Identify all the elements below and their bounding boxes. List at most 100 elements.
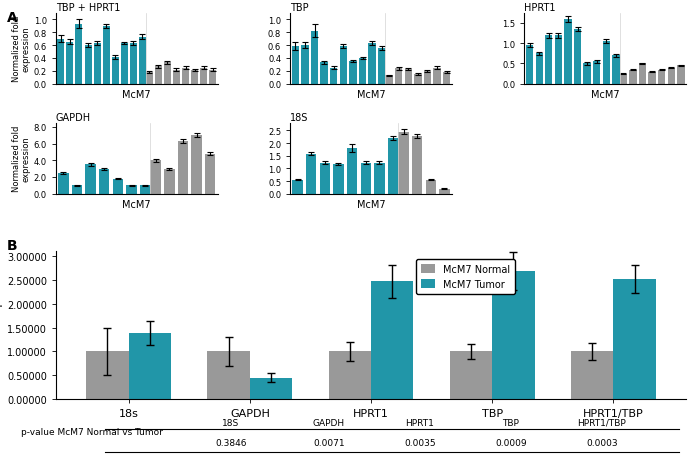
Bar — [368, 44, 376, 84]
Text: 0.0009: 0.0009 — [495, 438, 527, 448]
Bar — [146, 73, 153, 84]
Text: TBP: TBP — [503, 418, 519, 427]
Bar — [330, 68, 337, 84]
Bar — [620, 74, 627, 84]
Bar — [293, 180, 303, 194]
Bar — [536, 54, 543, 84]
Bar — [85, 165, 96, 194]
Bar — [130, 44, 136, 84]
Bar — [328, 352, 371, 399]
Bar — [205, 154, 216, 194]
Bar — [439, 189, 449, 194]
Bar — [426, 180, 436, 194]
Bar — [629, 70, 636, 84]
Bar — [150, 161, 161, 194]
Bar — [398, 132, 409, 194]
Text: HPRT1: HPRT1 — [405, 418, 435, 427]
Bar — [349, 62, 356, 84]
Y-axis label: Normalized fold
expression: Normalized fold expression — [11, 16, 31, 82]
Bar — [164, 169, 174, 194]
Bar — [320, 163, 330, 194]
Bar — [433, 68, 441, 84]
Bar — [347, 149, 358, 194]
Bar — [200, 68, 207, 84]
Bar — [306, 155, 316, 194]
Bar — [443, 73, 450, 84]
Bar — [99, 169, 109, 194]
Bar — [554, 36, 562, 84]
Text: 0.3846: 0.3846 — [216, 438, 246, 448]
Bar — [564, 20, 572, 84]
Bar — [112, 57, 119, 84]
Bar — [311, 32, 318, 84]
Bar — [374, 163, 384, 194]
Bar — [405, 70, 412, 84]
Bar — [412, 137, 422, 194]
Bar — [85, 46, 92, 84]
Bar — [545, 36, 552, 84]
Bar — [250, 378, 293, 399]
Bar — [492, 272, 535, 399]
Bar — [321, 63, 328, 84]
Bar — [86, 352, 129, 399]
Bar — [526, 46, 533, 84]
Bar — [173, 70, 180, 84]
Bar — [103, 27, 110, 84]
Bar — [155, 67, 162, 84]
Text: 0.0071: 0.0071 — [313, 438, 345, 448]
Bar — [584, 64, 591, 84]
X-axis label: McM7: McM7 — [357, 200, 385, 210]
Bar — [386, 76, 393, 84]
Text: GAPDH: GAPDH — [313, 418, 345, 427]
Bar — [139, 38, 146, 84]
Bar — [66, 43, 74, 84]
Text: HPRT1/TBP: HPRT1/TBP — [578, 418, 626, 427]
Bar — [612, 56, 620, 84]
Text: B: B — [7, 239, 18, 252]
X-axis label: McM7: McM7 — [122, 90, 151, 100]
Text: HPRT1: HPRT1 — [524, 3, 556, 13]
Bar — [603, 42, 610, 84]
Bar — [58, 174, 69, 194]
Bar — [301, 46, 309, 84]
Bar — [209, 70, 216, 84]
Legend: McM7 Normal, McM7 Tumor: McM7 Normal, McM7 Tumor — [416, 259, 515, 294]
Bar — [94, 44, 101, 84]
Bar — [668, 68, 675, 84]
Bar — [677, 67, 685, 84]
Bar — [613, 279, 656, 399]
Text: TBP: TBP — [290, 3, 309, 13]
Bar — [178, 142, 188, 194]
Bar — [182, 68, 189, 84]
Bar — [359, 59, 366, 84]
Bar — [340, 47, 347, 84]
Bar — [360, 163, 371, 194]
X-axis label: McM7: McM7 — [591, 90, 620, 100]
Bar — [371, 282, 414, 399]
Bar — [140, 186, 150, 194]
Text: 0.0035: 0.0035 — [404, 438, 436, 448]
Bar — [574, 30, 581, 84]
X-axis label: McM7: McM7 — [357, 90, 385, 100]
Bar — [113, 179, 123, 194]
Bar — [388, 139, 398, 194]
Text: A: A — [7, 11, 18, 25]
Y-axis label: Relative fold expression: Relative fold expression — [0, 259, 3, 392]
Bar — [593, 62, 601, 84]
Bar — [164, 63, 171, 84]
Bar — [424, 72, 431, 84]
X-axis label: McM7: McM7 — [122, 200, 151, 210]
Text: p-value McM7 Normal vs Tumor: p-value McM7 Normal vs Tumor — [21, 427, 163, 436]
Bar — [571, 352, 613, 399]
Bar — [71, 186, 82, 194]
Bar — [395, 69, 402, 84]
Bar — [57, 39, 64, 84]
Bar — [378, 49, 386, 84]
Bar — [207, 352, 250, 399]
Bar — [76, 25, 83, 84]
Bar — [414, 75, 421, 84]
Bar — [639, 64, 646, 84]
Bar — [292, 46, 299, 84]
Text: 18S: 18S — [223, 418, 239, 427]
Bar — [121, 44, 127, 84]
